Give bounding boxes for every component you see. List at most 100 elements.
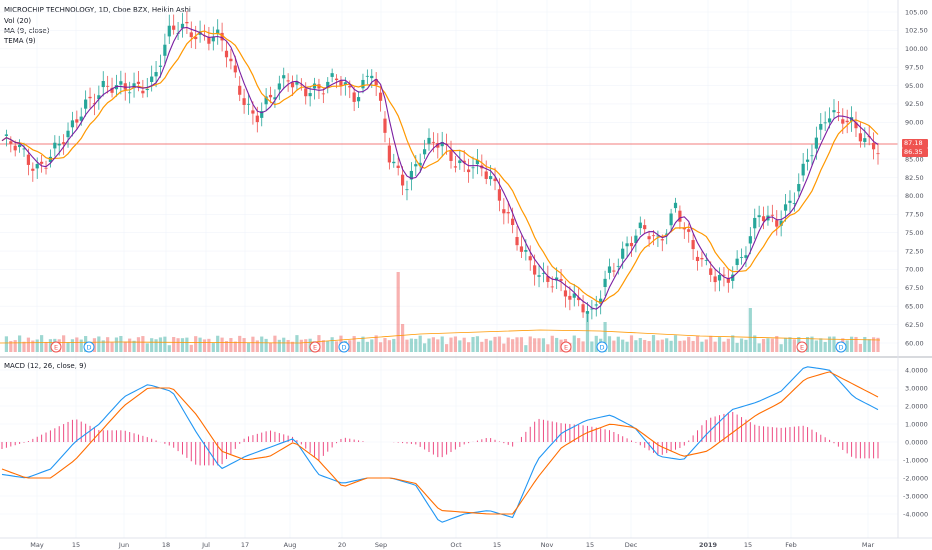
candle-body: [713, 276, 717, 283]
dividend-marker[interactable]: D: [83, 341, 95, 353]
candle-body: [779, 220, 783, 226]
volume-bar: [352, 336, 356, 352]
macd-tick-label: 4.0000: [905, 366, 928, 374]
candle-body: [735, 258, 739, 266]
candle-body: [744, 255, 748, 258]
volume-bar: [555, 337, 559, 352]
volume-bar: [383, 338, 387, 352]
volume-bar: [590, 341, 594, 352]
candle-body: [603, 278, 607, 287]
candle-body: [119, 81, 123, 85]
volume-bar: [422, 343, 427, 352]
time-axis[interactable]: May 15 Jun 18 Jul 17 Aug 20 Sep Oct 15 Nov 15 Dec 2019…: [30, 541, 874, 549]
candle-body: [352, 92, 356, 102]
volume-bar: [779, 344, 783, 352]
candle-body: [876, 153, 880, 155]
volume-bar: [502, 343, 506, 352]
volume-bar: [132, 340, 136, 352]
candle-body: [216, 29, 220, 35]
volume-bar: [431, 337, 435, 352]
candle-body: [132, 83, 136, 89]
candle-body: [568, 295, 572, 300]
candle-body: [233, 65, 237, 73]
candle-body: [673, 202, 678, 209]
candle-body: [845, 120, 849, 123]
candle-body: [524, 250, 528, 252]
earnings-marker[interactable]: E: [309, 341, 321, 353]
candle-body: [647, 236, 651, 240]
ma-line: [1, 30, 879, 304]
candle-body: [511, 218, 515, 226]
volume-bar: [515, 337, 519, 352]
candle-body: [62, 142, 66, 144]
candle-body: [136, 81, 141, 84]
dividend-marker[interactable]: D: [596, 341, 608, 353]
volume-bar: [792, 339, 796, 352]
candle-body: [101, 80, 105, 88]
macd-tick-label: -1.0000: [903, 456, 928, 464]
candle-body: [823, 122, 827, 124]
macd-tick-label: 2.0000: [905, 402, 928, 410]
volume-bar: [405, 339, 409, 352]
candle-body: [22, 148, 26, 150]
volume-bar: [396, 272, 400, 352]
dividend-marker[interactable]: D: [835, 341, 847, 353]
candle-body: [489, 176, 493, 180]
candles: [4, 11, 880, 322]
volume-bar: [176, 338, 180, 352]
volume-bar: [669, 340, 673, 352]
volume-bar: [863, 336, 867, 352]
volume-bar: [370, 339, 374, 352]
volume-bar: [577, 338, 581, 352]
volume-bar: [75, 337, 79, 352]
volume-bar: [506, 337, 510, 352]
volume-bar: [810, 336, 814, 352]
volume-bar: [445, 344, 449, 352]
candle-body: [409, 170, 413, 180]
volume-bar: [493, 336, 497, 352]
candle-body: [31, 168, 35, 171]
volume-bar: [753, 335, 757, 352]
candle-body: [251, 110, 255, 114]
macd-legend[interactable]: MACD (12, 26, close, 9): [4, 362, 87, 370]
volume-bar: [700, 341, 704, 352]
candle-body: [550, 286, 554, 288]
tema-legend[interactable]: TEMA (9): [4, 37, 36, 45]
volume-bar: [475, 336, 480, 352]
volume-bar: [453, 336, 458, 352]
volume-bar: [79, 339, 83, 352]
candle-body: [449, 151, 453, 161]
candle-body: [731, 274, 735, 281]
candle-body: [405, 189, 409, 191]
volume-bar: [136, 337, 141, 352]
earnings-marker[interactable]: E: [560, 341, 572, 353]
volume-bar: [788, 337, 792, 352]
candle-body: [515, 237, 519, 246]
candle-body: [819, 124, 823, 130]
macd-axis[interactable]: 4.0000 3.0000 2.0000 1.0000 0.0000 -1.0000 -2.…: [903, 366, 928, 518]
volume-bar: [440, 336, 444, 352]
volume-bar: [277, 339, 281, 352]
earnings-marker[interactable]: E: [50, 341, 62, 353]
vol-legend[interactable]: Vol (20): [4, 17, 32, 25]
candle-body: [810, 155, 814, 157]
price-tick-label: 70.00: [905, 266, 924, 274]
candle-body: [326, 81, 330, 87]
ma-legend[interactable]: MA (9, close): [4, 27, 50, 35]
price-axis[interactable]: 105.00 102.50 100.00 97.50 95.00 92.50 90.00 85…: [905, 8, 928, 347]
candle-body: [163, 44, 167, 56]
earnings-marker[interactable]: E: [796, 341, 808, 353]
candle-body: [26, 154, 31, 165]
dividend-marker[interactable]: D: [338, 341, 350, 353]
volume-bar: [304, 339, 308, 352]
volume-bar: [290, 341, 295, 352]
candle-body: [365, 75, 369, 77]
candle-body: [44, 167, 48, 169]
volume-bar: [70, 339, 75, 352]
candle-body: [616, 265, 620, 267]
volume-bar: [48, 339, 53, 352]
candle-body: [374, 79, 378, 86]
volume-bar: [449, 337, 453, 352]
